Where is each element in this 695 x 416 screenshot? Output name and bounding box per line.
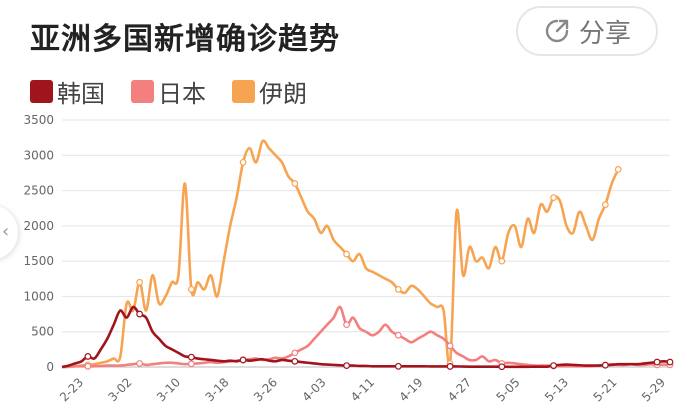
share-button-label: 分享 xyxy=(578,18,631,49)
legend-item-iran[interactable]: 伊朗 xyxy=(232,74,307,109)
data-point xyxy=(666,358,674,366)
data-point xyxy=(239,158,247,166)
y-tick-label: 1000 xyxy=(23,289,54,303)
data-point xyxy=(394,362,402,370)
x-tick-label: 5-13 xyxy=(542,375,571,404)
legend-swatch xyxy=(30,80,53,103)
x-tick-label: 5-05 xyxy=(493,375,522,404)
data-point xyxy=(550,194,557,202)
y-tick-label: 3500 xyxy=(23,113,54,127)
y-tick-label: 1500 xyxy=(23,254,54,268)
x-tick-label: 3-10 xyxy=(154,375,183,404)
y-tick-label: 3000 xyxy=(23,148,54,162)
data-point xyxy=(601,361,609,369)
legend-swatch xyxy=(232,80,255,103)
chevron-left-icon: ‹ xyxy=(2,221,10,242)
legend-item-japan[interactable]: 日本 xyxy=(131,74,206,109)
chart-title: 亚洲多国新增确诊趋势 xyxy=(30,22,340,57)
data-point xyxy=(187,285,195,293)
series-line-1 xyxy=(61,305,671,369)
data-point xyxy=(136,310,144,318)
data-point xyxy=(343,250,350,258)
data-point xyxy=(343,321,350,329)
x-tick-label: 4-19 xyxy=(396,375,425,404)
data-point xyxy=(136,360,144,367)
share-icon xyxy=(545,19,569,43)
x-tick-label: 3-26 xyxy=(251,375,280,404)
data-point xyxy=(136,278,144,286)
data-point xyxy=(291,349,299,357)
x-tick-label: 2-23 xyxy=(57,375,86,404)
data-point xyxy=(446,363,454,370)
x-tick-label: 5-29 xyxy=(639,375,668,404)
data-point xyxy=(498,257,506,265)
data-point xyxy=(239,356,247,364)
chart-legend: 韩国 日本 伊朗 xyxy=(30,74,333,109)
series-line-0 xyxy=(61,305,671,369)
x-tick-label: 5-21 xyxy=(590,375,619,404)
data-point xyxy=(187,360,195,368)
data-point xyxy=(550,362,557,369)
x-tick-label: 4-11 xyxy=(348,375,377,404)
legend-item-korea[interactable]: 韩国 xyxy=(30,74,105,109)
y-tick-label: 2500 xyxy=(23,184,54,198)
data-point xyxy=(394,331,402,339)
side-panel-handle[interactable]: ‹ xyxy=(0,205,18,260)
data-point xyxy=(614,165,622,173)
legend-label: 伊朗 xyxy=(259,80,307,108)
x-tick-label: 3-18 xyxy=(202,375,231,404)
data-point xyxy=(291,180,299,187)
data-point xyxy=(498,363,506,371)
y-tick-label: 500 xyxy=(31,325,54,339)
data-point xyxy=(291,357,299,365)
legend-label: 韩国 xyxy=(57,80,105,108)
data-point xyxy=(187,353,195,361)
x-tick-label: 4-03 xyxy=(299,375,328,404)
series-line-2 xyxy=(61,139,620,369)
data-point xyxy=(601,201,609,209)
legend-swatch xyxy=(131,80,154,103)
x-tick-label: 3-02 xyxy=(105,375,134,404)
share-button[interactable]: 分享 xyxy=(516,6,658,56)
data-point xyxy=(343,362,350,369)
data-point xyxy=(446,342,454,350)
y-tick-label: 2000 xyxy=(23,219,54,233)
y-tick-label: 0 xyxy=(46,360,54,374)
legend-label: 日本 xyxy=(158,80,206,108)
data-point xyxy=(84,353,92,360)
data-point xyxy=(653,358,661,366)
data-point xyxy=(394,285,402,293)
data-point xyxy=(84,362,92,370)
x-tick-label: 4-27 xyxy=(445,375,474,404)
